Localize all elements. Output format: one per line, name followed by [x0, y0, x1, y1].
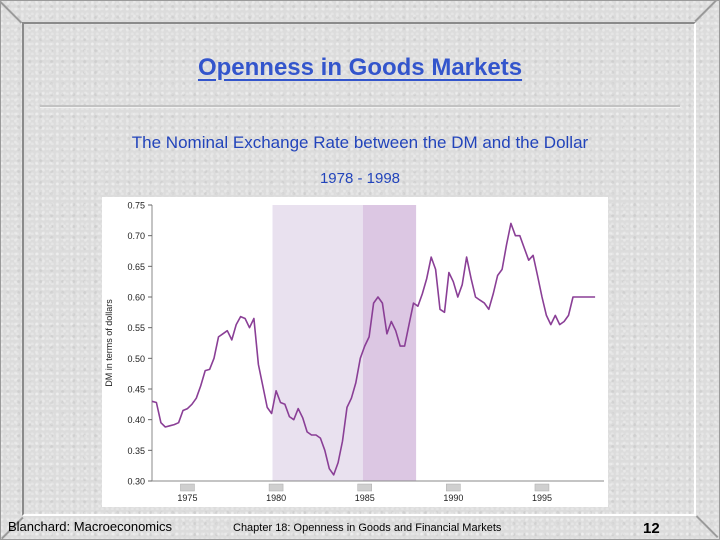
slide-inner-bevel: [22, 22, 696, 516]
y-tick-label-0.75: 0.75: [127, 201, 145, 211]
x-band-1990: [446, 483, 461, 492]
x-band-1975: [180, 483, 195, 492]
shaded-region-2: [362, 205, 417, 481]
y-tick-label-0.40: 0.40: [127, 415, 145, 425]
page-number: 12: [643, 520, 660, 537]
y-axis-title: DM in terms of dollars: [104, 299, 114, 387]
slide-year-range: 1978 - 1998: [319, 170, 401, 187]
exchange-rate-chart: 0.75 0.70 0.65 0.60 0.55 0.50 0.45 0.40 0.35 0.30…: [104, 201, 604, 503]
y-tick-label-0.30: 0.30: [127, 477, 145, 487]
title-divider: [40, 105, 680, 108]
x-band-1985: [357, 483, 372, 492]
y-tick-label-0.45: 0.45: [127, 385, 145, 395]
x-tick-label-1985: 1985: [355, 493, 375, 503]
x-tick-label-1990: 1990: [443, 493, 463, 503]
x-tick-label-1975: 1975: [177, 493, 197, 503]
x-tick-label-1995: 1995: [532, 493, 552, 503]
y-tick-label-0.35: 0.35: [127, 446, 145, 456]
shaded-region-1: [272, 205, 363, 481]
footer-chapter: Chapter 18: Openness in Goods and Financ…: [233, 522, 502, 534]
slide-title: Openness in Goods Markets: [197, 54, 523, 81]
y-tick-label-0.65: 0.65: [127, 262, 145, 272]
y-tick-label-0.55: 0.55: [127, 323, 145, 333]
x-band-1995: [534, 483, 550, 492]
y-tick-label-0.50: 0.50: [127, 354, 145, 364]
chart-container: 0.75 0.70 0.65 0.60 0.55 0.50 0.45 0.40 0.35 0.30…: [102, 197, 608, 507]
y-tick-label-0.60: 0.60: [127, 293, 145, 303]
x-tick-label-1980: 1980: [266, 493, 286, 503]
x-band-1980: [268, 483, 284, 492]
series-line-1: [151, 222, 596, 476]
footer-book-title: Blanchard: Macroeconomics: [8, 519, 173, 534]
slide-subtitle: The Nominal Exchange Rate between the DM…: [131, 133, 589, 152]
y-tick-label-0.70: 0.70: [127, 231, 145, 241]
